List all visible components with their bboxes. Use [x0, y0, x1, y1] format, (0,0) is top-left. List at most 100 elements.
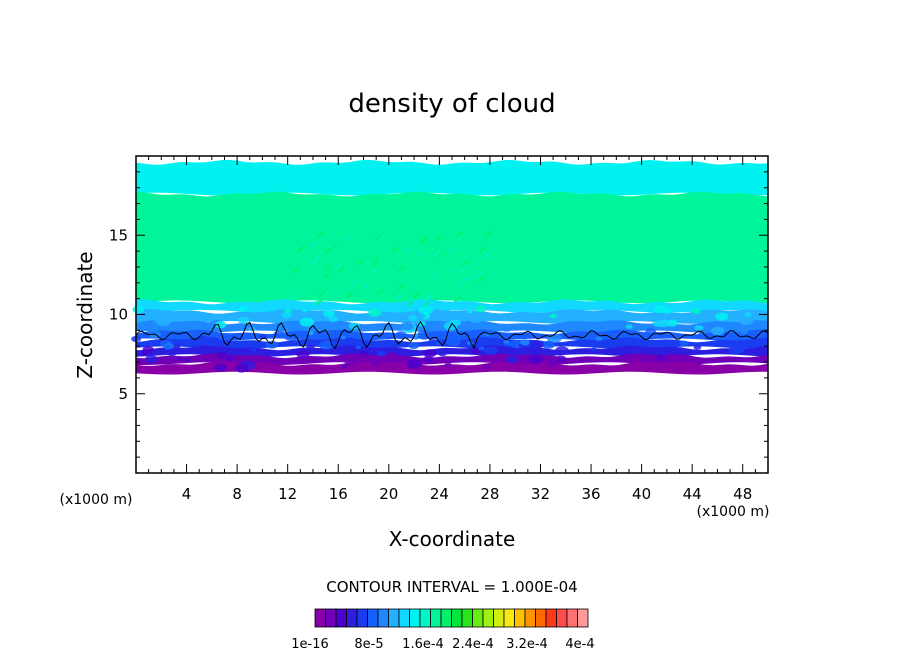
y-axis-ticks: 5 10 15 [109, 171, 768, 458]
density-patch [328, 316, 339, 323]
density-patch [519, 339, 530, 346]
colorbar-swatch [451, 608, 463, 628]
density-streak [335, 262, 344, 269]
colorbar-swatch [503, 608, 515, 628]
density-patch [640, 341, 647, 346]
x-tick-label: 16 [329, 485, 348, 503]
density-patch [413, 336, 419, 340]
density-patch [418, 305, 434, 315]
density-patch [359, 351, 368, 356]
density-streak [456, 279, 465, 287]
density-patch [181, 313, 188, 318]
colorbar-swatch [545, 608, 557, 628]
x-unit-label-left: (x1000 m) [60, 492, 133, 508]
density-patch [251, 348, 257, 352]
density-patch [384, 349, 390, 353]
density-patch [406, 358, 423, 369]
x-tick-label: 40 [632, 485, 651, 503]
density-patch [342, 365, 348, 369]
density-patch [184, 357, 191, 362]
density-patch [415, 313, 426, 320]
density-streak [318, 290, 326, 298]
density-streak [288, 293, 296, 301]
colorbar-swatch [566, 608, 578, 628]
density-patch [217, 351, 227, 358]
density-streak [432, 272, 441, 280]
density-streak [342, 234, 351, 241]
density-streak [396, 284, 405, 291]
colorbar-swatch [514, 608, 526, 628]
density-patch [474, 305, 487, 313]
density-patch [234, 363, 249, 373]
density-streak [296, 246, 304, 253]
density-patch [204, 346, 211, 351]
density-streak [373, 235, 382, 242]
density-patch [657, 319, 671, 328]
y-tick-label: 15 [109, 226, 128, 244]
x-tick-label: 4 [182, 485, 192, 503]
density-patch [715, 312, 729, 321]
density-patch [625, 324, 633, 329]
density-patch [166, 349, 178, 357]
density-streak [463, 275, 471, 283]
colorbar-label: 3.2e-4 [506, 637, 548, 652]
colorbar-swatch [577, 608, 589, 628]
density-streak [449, 267, 457, 274]
density-streak [421, 235, 429, 242]
density-patch [340, 335, 347, 340]
x-tick-label: 20 [379, 485, 398, 503]
x-tick-label: 24 [430, 485, 449, 503]
colorbar-swatch [472, 608, 484, 628]
contour-line [135, 320, 769, 350]
density-patch [141, 351, 148, 356]
density-patch [368, 308, 382, 317]
density-streak [346, 292, 354, 299]
density-streak [461, 260, 469, 267]
density-patch [645, 328, 657, 335]
density-patch [710, 326, 725, 336]
density-patch [585, 327, 593, 333]
contour-interval-text: CONTOUR INTERVAL = 1.000E-04 [326, 578, 577, 596]
density-streak [435, 234, 443, 241]
density-streak [460, 264, 468, 272]
density-streak [435, 251, 444, 259]
density-patch [296, 350, 310, 359]
density-patch [371, 359, 382, 367]
density-patch [656, 354, 665, 361]
density-band [136, 191, 768, 304]
density-patch [423, 349, 437, 358]
density-patch [302, 309, 307, 313]
density-streak [422, 300, 430, 308]
density-patch [662, 308, 672, 314]
density-streak [395, 293, 403, 301]
density-patch [177, 356, 184, 361]
colorbar-label: 4e-4 [565, 637, 594, 652]
density-streak [324, 264, 332, 271]
x-axis-ticks: 4 8 12 16 20 24 28 32 36 40 44 48 [148, 156, 756, 503]
density-patch [732, 365, 741, 371]
density-patch [284, 308, 292, 314]
density-patch [679, 340, 689, 347]
colorbar-label: 8e-5 [354, 637, 383, 652]
density-streak [416, 250, 425, 257]
density-streak [351, 280, 359, 287]
density-streak [454, 295, 462, 303]
density-streak [337, 266, 345, 273]
colorbar-swatch [356, 608, 368, 628]
density-patch [204, 336, 221, 347]
density-patch [541, 340, 555, 349]
density-patch [506, 355, 519, 364]
colorbar-swatch [367, 608, 379, 628]
density-patch [355, 345, 362, 350]
density-streak [312, 255, 320, 262]
density-patch [213, 363, 228, 372]
x-tick-label: 32 [531, 485, 550, 503]
density-streak [484, 230, 492, 238]
colorbar-swatch [314, 608, 326, 628]
density-patch [237, 316, 250, 324]
density-patch [377, 350, 386, 356]
plot-area [131, 155, 769, 474]
density-patch [529, 340, 544, 349]
density-streak [433, 250, 442, 257]
